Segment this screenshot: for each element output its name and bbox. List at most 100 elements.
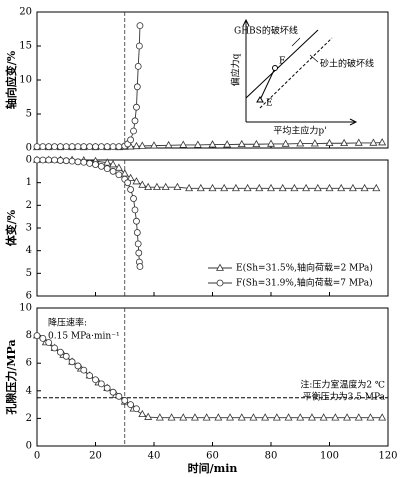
- circle-marker: [45, 156, 53, 164]
- triangle-marker: [179, 140, 188, 148]
- triangle-marker: [167, 413, 176, 421]
- leader: [291, 37, 301, 47]
- triangle-marker: [307, 413, 316, 421]
- circle-marker: [45, 339, 53, 346]
- triangle-marker: [354, 413, 363, 421]
- circle-marker: [130, 127, 137, 135]
- triangle-marker: [231, 183, 240, 192]
- triangle-marker: [202, 413, 211, 421]
- x-tick-label: 80: [265, 451, 278, 462]
- triangle-marker: [284, 413, 293, 421]
- circle-marker: [33, 332, 41, 340]
- triangle-marker: [155, 413, 164, 421]
- triangle-marker: [366, 413, 375, 421]
- triangle-marker: [343, 413, 352, 421]
- circle-marker: [74, 362, 82, 370]
- triangle-marker: [267, 139, 275, 147]
- circle-marker: [130, 195, 137, 202]
- triangle-marker: [237, 413, 246, 421]
- circle-marker: [68, 358, 76, 366]
- inset-label: 砂土的破坏线: [320, 58, 374, 70]
- circle-marker: [115, 143, 123, 151]
- triangle-marker: [152, 182, 161, 190]
- circle-marker: [133, 83, 141, 91]
- circle-marker: [109, 388, 117, 396]
- plot-frame: [36, 159, 389, 297]
- circle-marker: [68, 157, 76, 165]
- triangle-marker: [290, 183, 299, 192]
- circle-marker: [127, 401, 135, 409]
- y-tick-label: 0: [26, 143, 32, 154]
- circle-marker: [92, 161, 99, 168]
- inset-label: E: [266, 99, 273, 109]
- triangle-marker: [190, 413, 199, 421]
- ghbs-failure-line: [245, 29, 319, 99]
- series-line: [37, 159, 377, 189]
- circle-marker: [115, 171, 123, 179]
- triangle-marker: [144, 182, 153, 190]
- circle-marker: [131, 117, 139, 125]
- circle-marker: [62, 157, 70, 165]
- triangle-marker: [331, 413, 340, 421]
- triangle-marker: [325, 138, 334, 147]
- circle-marker: [51, 344, 58, 352]
- triangle-marker: [132, 177, 141, 185]
- x-axis-label: 时间/min: [188, 461, 238, 475]
- circle-marker: [80, 158, 88, 166]
- circle-marker: [62, 352, 70, 360]
- triangle-marker: [243, 183, 252, 192]
- circle-marker: [57, 348, 64, 356]
- circle-marker: [103, 384, 111, 392]
- y-tick-label: 5: [26, 268, 32, 279]
- annotation: 0.15 MPa·min⁻¹: [48, 332, 120, 342]
- triangle-marker: [378, 138, 387, 146]
- triangle-marker: [144, 412, 153, 420]
- triangle-marker: [340, 138, 349, 147]
- leader: [309, 54, 319, 63]
- x-tick-label: 60: [206, 451, 219, 462]
- y-tick-label: 20: [19, 7, 32, 18]
- circle-marker: [136, 263, 144, 270]
- x-tick-label: 120: [378, 451, 397, 462]
- x-tick-label: 40: [148, 451, 161, 462]
- circle-marker: [45, 143, 53, 151]
- y-axis-label: 孔隙压力/MPa: [4, 339, 18, 414]
- x-tick-label: 0: [34, 451, 40, 462]
- inset-arrow: [349, 118, 358, 126]
- triangle-marker: [193, 140, 202, 148]
- annotation: 注:压力室温度为2 ℃: [300, 379, 385, 391]
- y-tick-label: 15: [19, 41, 32, 52]
- triangle-marker: [161, 182, 170, 190]
- triangle-marker: [109, 160, 118, 168]
- circle-marker: [127, 186, 135, 193]
- triangle-marker: [252, 139, 261, 148]
- circle-marker: [133, 217, 140, 225]
- circle-marker: [109, 143, 117, 151]
- triangle-marker: [360, 183, 369, 192]
- circle-marker: [135, 42, 143, 50]
- circle-marker: [86, 372, 94, 380]
- circle-marker: [133, 103, 140, 111]
- y-tick-label: 1: [26, 177, 32, 188]
- inset-label: GHBS的破坏线: [234, 25, 298, 37]
- circle-marker: [134, 63, 142, 70]
- y-tick-label: 8: [26, 330, 32, 341]
- circle-marker: [57, 143, 64, 151]
- triangle-marker: [173, 182, 182, 190]
- y-tick-label: 4: [26, 245, 32, 256]
- triangle-marker: [267, 183, 275, 192]
- circle-marker: [68, 143, 76, 151]
- sand-failure-line: [259, 37, 333, 109]
- triangle-marker: [114, 163, 123, 171]
- triangle-marker: [369, 138, 378, 146]
- circle-marker: [51, 143, 58, 151]
- triangle-marker: [325, 183, 334, 192]
- triangle-marker: [237, 139, 246, 148]
- circle-marker: [39, 156, 47, 164]
- y-tick-label: 4: [26, 385, 32, 396]
- circle-marker: [121, 397, 129, 404]
- x-tick-label: 20: [89, 451, 102, 462]
- triangle-marker: [372, 183, 381, 192]
- circle-marker: [97, 143, 105, 151]
